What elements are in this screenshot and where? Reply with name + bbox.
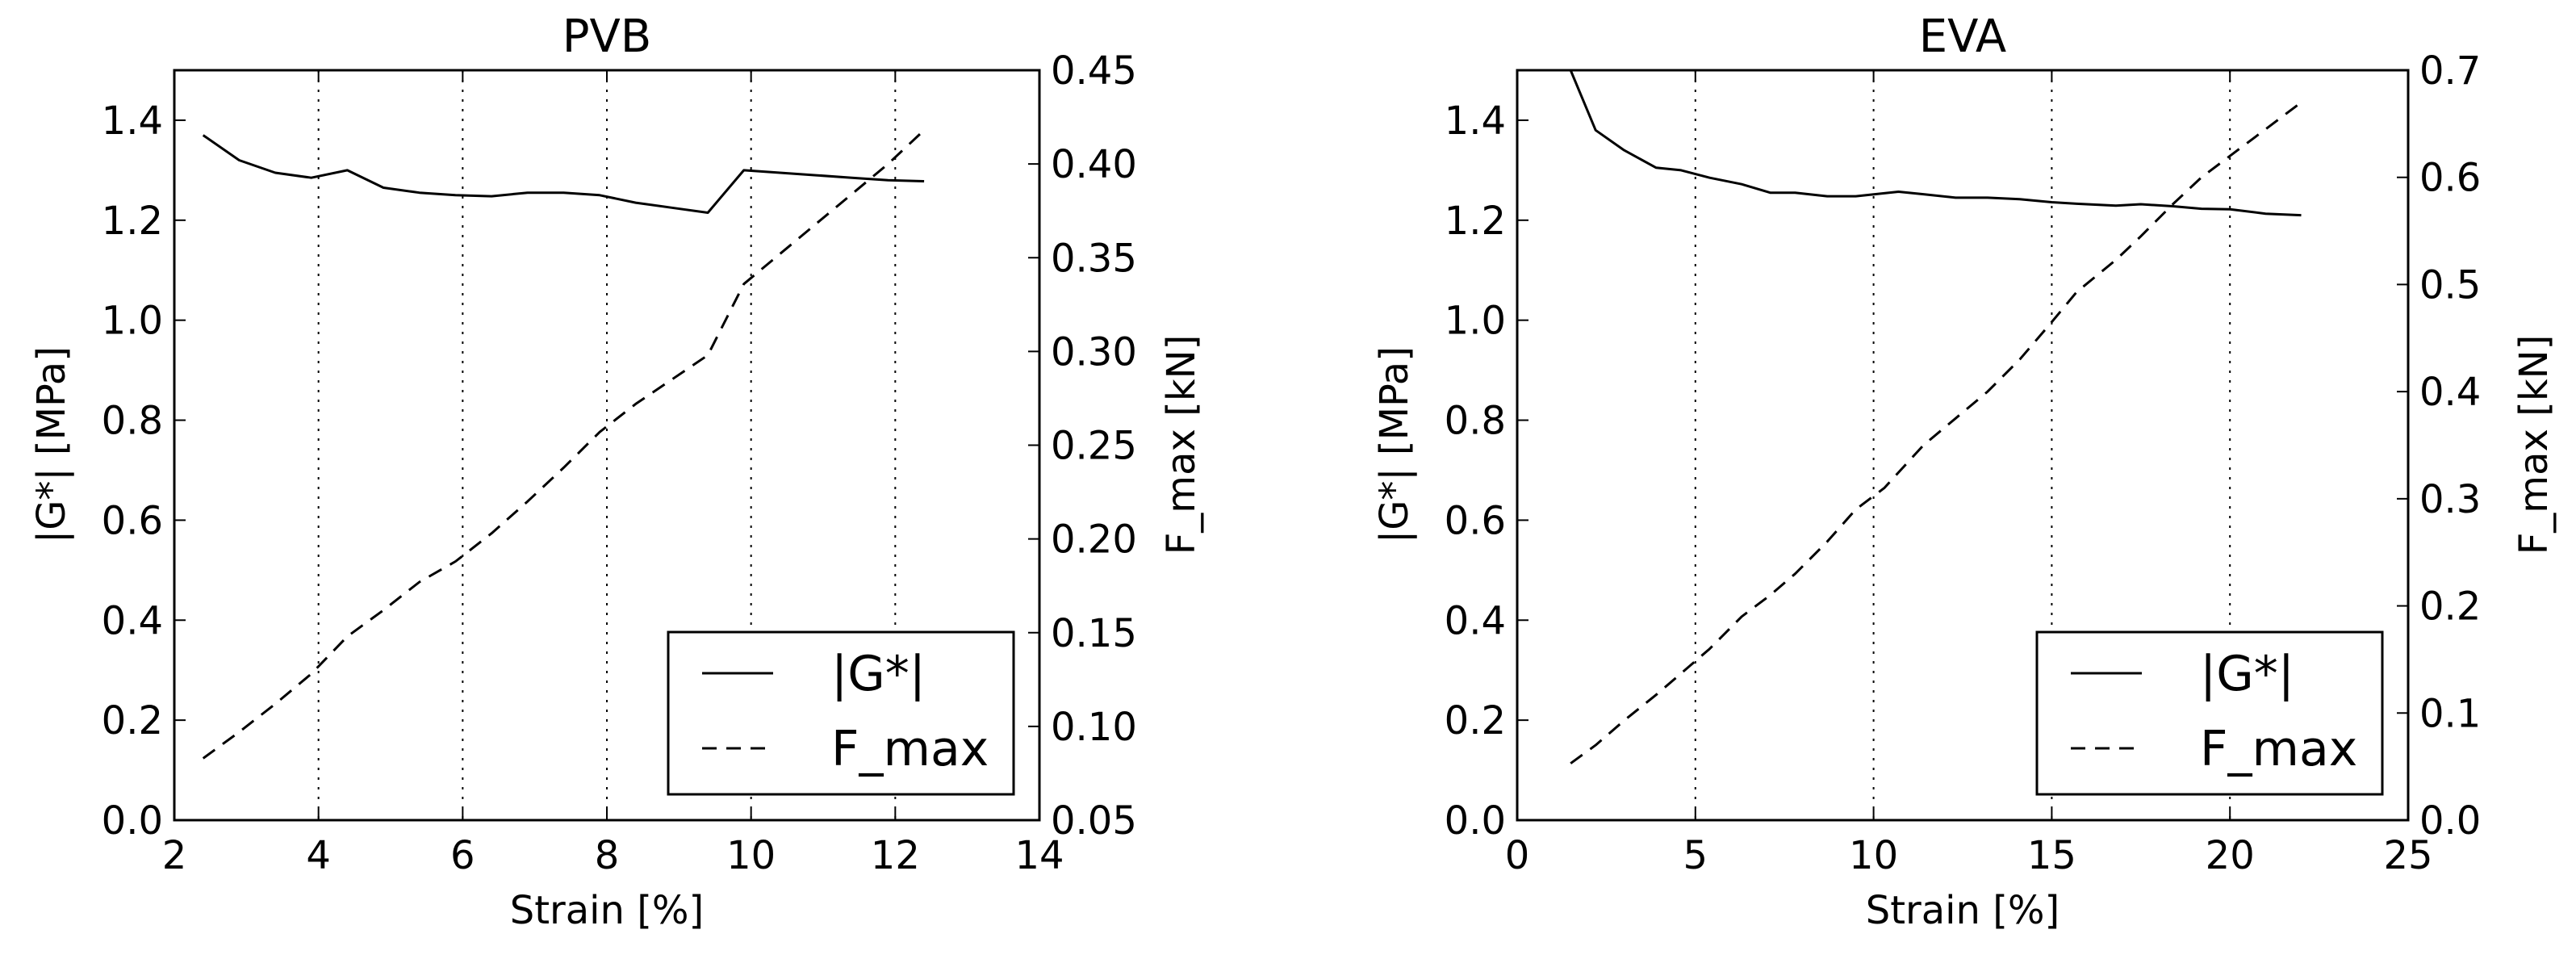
pvb-legend-box xyxy=(667,630,1015,796)
eva-y2-tick-label: 0.7 xyxy=(2419,48,2481,94)
pvb-series-fmax-line xyxy=(202,129,926,760)
eva-x-tick-label: 20 xyxy=(2206,833,2255,878)
pvb-y2-tick-label: 0.35 xyxy=(1051,236,1137,281)
pvb-y-tick-label: 0.8 xyxy=(102,399,163,444)
pvb-x-axis-label: Strain [%] xyxy=(510,888,705,933)
eva-y2-tick-label: 0.6 xyxy=(2419,156,2481,201)
eva-x-tick-label: 10 xyxy=(1849,833,1898,878)
pvb-y2-tick-label: 0.45 xyxy=(1051,48,1137,94)
eva-y2-tick-label: 0.4 xyxy=(2419,370,2481,415)
eva-right-y-axis-label: F_max [kN] xyxy=(2511,335,2557,555)
pvb-x-tick-label: 10 xyxy=(726,833,776,878)
pvb-y2-tick-label: 0.30 xyxy=(1051,329,1137,375)
pvb-y2-tick-label: 0.20 xyxy=(1051,517,1137,563)
eva-chart-title: EVA xyxy=(1919,10,2006,63)
pvb-legend-g-label: |G*| xyxy=(831,646,926,702)
pvb-y-tick-label: 1.4 xyxy=(102,98,163,144)
eva-y-tick-label: 0.0 xyxy=(1445,798,1506,844)
pvb-x-tick-label: 6 xyxy=(450,833,475,878)
pvb-chart: 2 4 6 8 10 12 14 0.0 0.2 0.4 0.6 0.8 1.0 1.2 1.4 0.05 0.… xyxy=(29,10,1204,933)
eva-left-y-axis-label: |G*| [MPa] xyxy=(1372,346,1417,543)
eva-legend-box xyxy=(2035,630,2384,796)
pvb-ticks: 2 4 6 8 10 12 14 0.0 0.2 0.4 0.6 0.8 1.0 1.2 1.4 0.05 0.… xyxy=(102,48,1137,878)
pvb-y-tick-label: 1.0 xyxy=(102,299,163,344)
eva-y2-tick-label: 0.2 xyxy=(2419,584,2481,630)
eva-ticks: 0 5 10 15 20 250.00.20.40.60.81.01.21.40.00.1… xyxy=(1445,48,2482,878)
eva-x-tick-label: 15 xyxy=(2027,833,2076,878)
eva-y2-tick-label: 0.3 xyxy=(2419,477,2481,522)
pvb-y2-tick-label: 0.05 xyxy=(1051,798,1137,844)
eva-x-tick-label: 5 xyxy=(1683,833,1708,878)
eva-y2-tick-label: 0.1 xyxy=(2419,691,2481,736)
pvb-series-g-line xyxy=(202,134,925,214)
pvb-chart-title: PVB xyxy=(562,10,652,63)
eva-y2-tick-label: 0.5 xyxy=(2419,262,2481,308)
pvb-series xyxy=(202,129,926,760)
eva-legend-fmax-label: F_max xyxy=(2200,721,2357,777)
eva-series xyxy=(1569,69,2302,764)
pvb-left-y-axis-label: |G*| [MPa] xyxy=(29,346,74,543)
pvb-y-tick-label: 0.0 xyxy=(102,798,163,844)
pvb-y-tick-label: 0.6 xyxy=(102,498,163,543)
pvb-y2-tick-label: 0.15 xyxy=(1051,611,1137,656)
eva-y-tick-label: 1.0 xyxy=(1445,299,1506,344)
eva-y-tick-label: 0.4 xyxy=(1445,598,1506,643)
pvb-x-tick-label: 2 xyxy=(162,833,187,878)
eva-x-tick-label: 25 xyxy=(2383,833,2432,878)
pvb-x-tick-label: 14 xyxy=(1014,833,1064,878)
pvb-x-tick-label: 4 xyxy=(306,833,331,878)
eva-series-g-line xyxy=(1569,69,2302,217)
pvb-y-tick-label: 0.4 xyxy=(102,598,163,643)
pvb-y-tick-label: 0.2 xyxy=(102,698,163,743)
eva-x-tick-label: 0 xyxy=(1505,833,1530,878)
eva-series-fmax-line xyxy=(1570,101,2302,764)
eva-plot-frame xyxy=(1516,69,2410,822)
pvb-right-y-axis-label: F_max [kN] xyxy=(1159,335,1204,555)
eva-y-tick-label: 0.8 xyxy=(1445,399,1506,444)
pvb-legend-fmax-label: F_max xyxy=(831,721,989,777)
eva-legend: |G*| F_max xyxy=(2035,630,2384,796)
pvb-y2-tick-label: 0.10 xyxy=(1051,705,1137,750)
pvb-y-tick-label: 1.2 xyxy=(102,199,163,244)
eva-legend-g-label: |G*| xyxy=(2200,646,2294,702)
eva-y-tick-label: 1.4 xyxy=(1445,98,1506,144)
eva-y-tick-label: 0.6 xyxy=(1445,498,1506,543)
eva-chart: 0 5 10 15 20 250.00.20.40.60.81.01.21.40.00.1… xyxy=(1372,10,2557,933)
eva-y-tick-label: 0.2 xyxy=(1445,698,1506,743)
pvb-x-tick-label: 12 xyxy=(871,833,920,878)
eva-y-tick-label: 1.2 xyxy=(1445,199,1506,244)
pvb-y2-tick-label: 0.40 xyxy=(1051,142,1137,187)
pvb-y2-tick-label: 0.25 xyxy=(1051,424,1137,469)
eva-x-axis-label: Strain [%] xyxy=(1866,888,2060,933)
pvb-x-tick-label: 8 xyxy=(595,833,620,878)
pvb-legend: |G*| F_max xyxy=(667,630,1015,796)
eva-y2-tick-label: 0.0 xyxy=(2419,798,2481,844)
